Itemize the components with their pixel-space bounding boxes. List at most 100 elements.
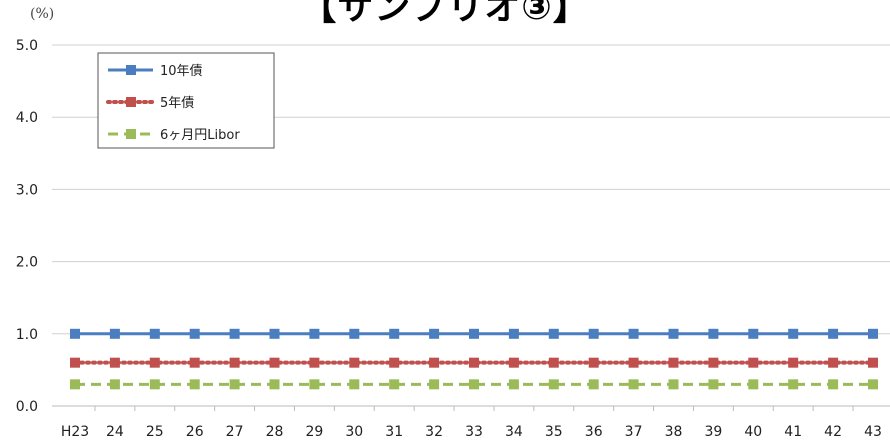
- y-tick-label: 1.0: [16, 327, 38, 343]
- data-point: [229, 357, 240, 368]
- data-point: [349, 357, 360, 368]
- y-tick-label: 3.0: [16, 182, 38, 198]
- x-tick-label: 30: [345, 424, 363, 440]
- data-point: [469, 379, 479, 390]
- data-point: [389, 328, 400, 339]
- data-point: [548, 379, 559, 390]
- x-tick-label: 41: [784, 424, 802, 440]
- data-point: [189, 379, 200, 390]
- data-point: [748, 328, 759, 339]
- x-tick-label: 31: [385, 424, 403, 440]
- data-point: [748, 357, 759, 368]
- data-point: [868, 379, 878, 390]
- data-point: [269, 328, 280, 339]
- data-point: [429, 328, 440, 339]
- data-point: [389, 379, 400, 390]
- data-point: [708, 379, 719, 390]
- x-tick-label: 28: [266, 424, 284, 440]
- x-tick-label: 42: [824, 424, 842, 440]
- data-point: [469, 328, 479, 339]
- data-point: [668, 379, 679, 390]
- x-tick-label: 36: [585, 424, 603, 440]
- data-point: [149, 357, 160, 368]
- data-point: [229, 379, 240, 390]
- data-point: [229, 328, 240, 339]
- y-axis: 0.0 1.0 2.0 3.0 4.0 5.0: [16, 38, 38, 415]
- y-tick-label: 2.0: [16, 255, 38, 271]
- data-point: [389, 357, 400, 368]
- data-point: [109, 379, 120, 390]
- data-point: [628, 328, 639, 339]
- data-point: [548, 357, 559, 368]
- data-point: [109, 357, 120, 368]
- data-point: [788, 328, 799, 339]
- data-point: [548, 328, 559, 339]
- data-point: [269, 379, 280, 390]
- chart-title: 【サンプリオ③】: [300, 0, 590, 28]
- x-tick-label: 24: [106, 424, 124, 440]
- series-0: [70, 328, 878, 339]
- legend: 10年債 5年債 6ヶ月円Libor: [97, 52, 275, 149]
- data-point: [588, 357, 599, 368]
- x-tick-label: 34: [505, 424, 523, 440]
- data-point: [508, 379, 519, 390]
- data-point: [309, 357, 320, 368]
- legend-swatch-marker: [126, 97, 136, 107]
- data-point: [349, 379, 360, 390]
- data-point: [70, 357, 80, 368]
- data-point: [628, 357, 639, 368]
- x-tick-label: 26: [186, 424, 204, 440]
- y-unit-label: (%): [30, 6, 55, 22]
- data-point: [788, 357, 799, 368]
- data-point: [70, 328, 80, 339]
- x-axis: H23 24 25 26 27 28 29 30 31 32 33 34 35 36 37 38 39 40 41 4…: [52, 405, 890, 440]
- x-tick-label: 33: [465, 424, 483, 440]
- data-point: [349, 328, 360, 339]
- data-point: [748, 379, 759, 390]
- data-point: [668, 328, 679, 339]
- data-point: [588, 379, 599, 390]
- data-point: [149, 379, 160, 390]
- series-group: [70, 328, 878, 390]
- data-point: [469, 357, 479, 368]
- data-point: [828, 328, 839, 339]
- x-tick-label: 43: [864, 424, 882, 440]
- data-point: [828, 379, 839, 390]
- data-point: [109, 328, 120, 339]
- y-tick-label: 4.0: [16, 110, 38, 126]
- data-point: [269, 357, 280, 368]
- data-point: [668, 357, 679, 368]
- legend-swatch-marker: [126, 129, 136, 139]
- y-tick-label: 5.0: [16, 38, 38, 54]
- data-point: [628, 379, 639, 390]
- data-point: [309, 379, 320, 390]
- data-point: [708, 328, 719, 339]
- data-point: [788, 379, 799, 390]
- legend-label: 5年債: [160, 96, 194, 111]
- legend-label: 6ヶ月円Libor: [160, 128, 240, 143]
- x-tick-label: H23: [61, 424, 89, 440]
- data-point: [508, 328, 519, 339]
- x-tick-label: 29: [305, 424, 323, 440]
- data-point: [70, 379, 80, 390]
- data-point: [429, 357, 440, 368]
- data-point: [309, 328, 320, 339]
- data-point: [189, 357, 200, 368]
- x-tick-label: 38: [665, 424, 683, 440]
- x-tick-label: 35: [545, 424, 563, 440]
- y-tick-label: 0.0: [16, 399, 38, 415]
- series-1: [70, 357, 878, 368]
- data-point: [149, 328, 160, 339]
- data-point: [508, 357, 519, 368]
- x-tick-label: 32: [425, 424, 443, 440]
- legend-label: 10年債: [160, 64, 203, 79]
- data-point: [189, 328, 200, 339]
- x-tick-label: 25: [146, 424, 164, 440]
- x-tick-label: 27: [226, 424, 244, 440]
- x-tick-label: 37: [625, 424, 643, 440]
- data-point: [868, 357, 878, 368]
- data-point: [429, 379, 440, 390]
- x-tick-label: 39: [704, 424, 722, 440]
- data-point: [588, 328, 599, 339]
